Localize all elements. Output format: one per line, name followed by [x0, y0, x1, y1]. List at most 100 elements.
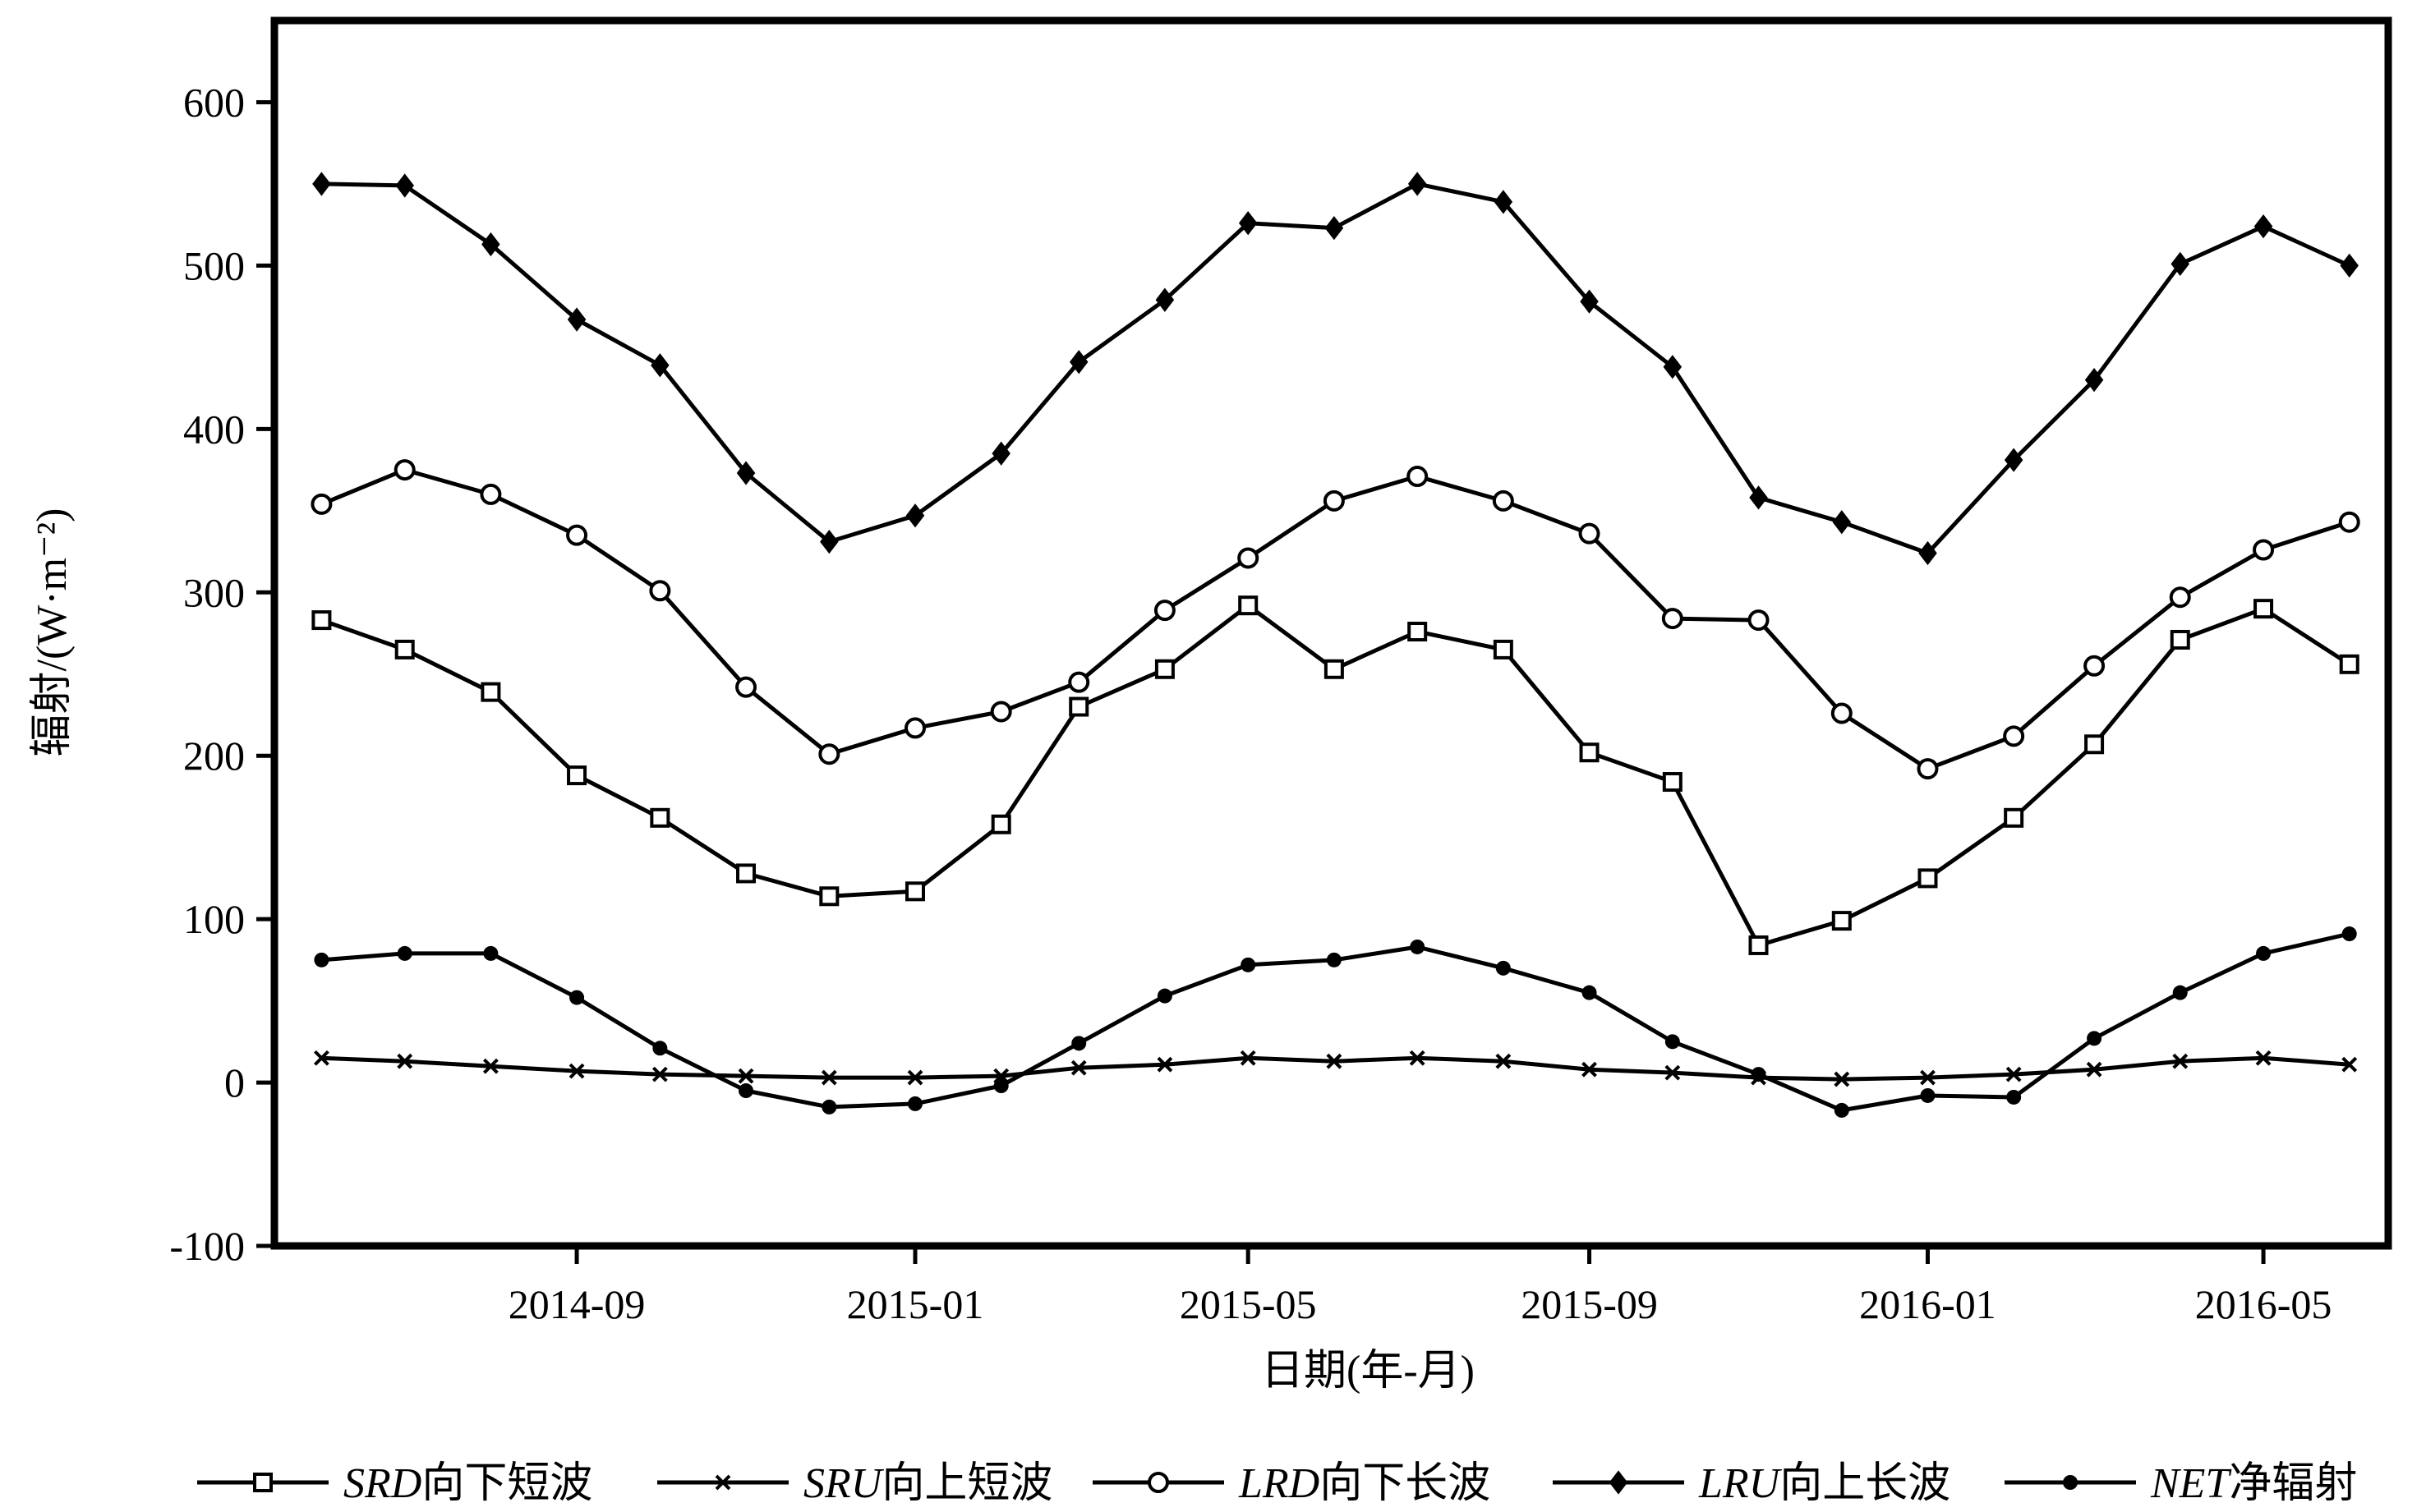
data-point-sru-10 — [1157, 1056, 1173, 1073]
data-point-srd-16 — [1662, 772, 1683, 793]
data-point-srd-17 — [1748, 935, 1769, 955]
y-tick-label-7: 600 — [183, 79, 245, 125]
data-point-net-24 — [2341, 926, 2357, 942]
data-point-lrd-16 — [1661, 608, 1683, 630]
series-net — [314, 926, 2357, 1118]
data-point-lru-20 — [2004, 448, 2023, 472]
data-point-sru-11 — [1240, 1050, 1256, 1066]
legend-label-sru: SRU向上短波 — [803, 1460, 1052, 1507]
data-point-lru-22 — [2171, 251, 2190, 277]
y-tick-label-5: 400 — [183, 406, 245, 452]
series-line-lrd — [320, 467, 2350, 771]
legend-item-lrd: LRD向下长波 — [1093, 1460, 1490, 1507]
data-point-sru-0 — [313, 1050, 329, 1066]
data-point-lru-3 — [567, 307, 587, 332]
legend-code-srd: SRD — [343, 1460, 421, 1507]
data-point-lru-14 — [1494, 190, 1513, 214]
y-axis: -100 0 100 200 300 400 500 600 — [169, 79, 274, 1269]
legend-label-lrd: LRD向下长波 — [1238, 1460, 1490, 1507]
data-point-lru-8 — [992, 441, 1010, 466]
legend-label-srd: SRD向下短波 — [343, 1460, 592, 1507]
data-point-lrd-23 — [2253, 539, 2275, 561]
data-point-net-14 — [1495, 960, 1511, 976]
data-point-lru-11 — [1238, 211, 1258, 236]
data-point-lrd-10 — [1153, 600, 1176, 622]
data-point-lrd-2 — [480, 483, 502, 505]
data-point-srd-23 — [2253, 599, 2274, 619]
legend-item-net: NET净辐射 — [2005, 1460, 2357, 1507]
data-point-lrd-17 — [1747, 609, 1770, 632]
data-point-net-13 — [1410, 939, 1425, 954]
data-point-lru-24 — [2340, 253, 2359, 278]
data-point-sru-2 — [482, 1058, 499, 1074]
x-axis: 2014-09 2015-01 2015-05 2015-09 2016-01 2016-… — [509, 1246, 2332, 1327]
x-tick-label-4: 2016-01 — [1859, 1281, 1996, 1327]
y-tick-label-6: 500 — [183, 242, 245, 288]
legend: SRD向下短波 SRU向上短波 LRD向下长波 LRU向上长波 NET净辐射 — [197, 1460, 2357, 1507]
data-point-net-7 — [908, 1096, 923, 1111]
data-point-sru-1 — [397, 1053, 413, 1069]
x-tick-label-5: 2016-05 — [2195, 1281, 2332, 1327]
y-tick-label-1: 0 — [224, 1059, 245, 1105]
data-point-net-0 — [314, 952, 329, 967]
data-point-srd-8 — [991, 814, 1011, 834]
series-layer — [311, 172, 2360, 1118]
legend-item-srd: SRD向下短波 — [197, 1460, 592, 1507]
x-axis-title: 日期(年-月) — [1261, 1348, 1475, 1395]
data-point-net-10 — [1157, 988, 1172, 1004]
legend-name-lru: 向上长波 — [1779, 1460, 1950, 1507]
data-point-lru-4 — [651, 353, 670, 378]
data-point-lrd-5 — [735, 676, 757, 698]
data-point-sru-20 — [2005, 1066, 2022, 1082]
data-point-net-9 — [1071, 1036, 1087, 1051]
legend-marker-sru — [715, 1474, 731, 1491]
data-point-net-16 — [1664, 1034, 1680, 1050]
data-point-sru-6 — [821, 1069, 837, 1086]
data-point-lru-12 — [1324, 216, 1344, 241]
data-point-sru-5 — [738, 1068, 754, 1084]
data-point-lrd-11 — [1237, 547, 1259, 569]
data-point-sru-3 — [569, 1063, 585, 1079]
data-point-lrd-6 — [818, 743, 840, 765]
data-point-net-21 — [2087, 1031, 2102, 1046]
data-point-lrd-4 — [649, 580, 671, 602]
y-tick-label-3: 200 — [183, 733, 245, 779]
data-point-srd-1 — [394, 639, 415, 659]
data-point-lrd-13 — [1406, 466, 1429, 488]
data-point-lrd-14 — [1492, 489, 1514, 512]
data-point-net-17 — [1751, 1067, 1766, 1082]
data-point-srd-19 — [1917, 868, 1938, 889]
data-point-lrd-19 — [1917, 758, 1939, 780]
data-point-lrd-8 — [990, 701, 1012, 723]
data-point-sru-14 — [1495, 1053, 1512, 1069]
series-srd — [311, 595, 2359, 955]
data-point-lru-18 — [1832, 510, 1852, 535]
data-point-sru-15 — [1581, 1061, 1597, 1078]
data-point-srd-18 — [1831, 911, 1852, 931]
data-point-sru-24 — [2341, 1056, 2358, 1073]
data-point-lrd-24 — [2338, 511, 2360, 533]
data-point-lru-7 — [905, 503, 925, 528]
data-point-sru-22 — [2172, 1053, 2189, 1069]
series-lrd — [311, 459, 2360, 780]
data-point-srd-24 — [2339, 654, 2359, 674]
x-tick-label-2: 2015-05 — [1180, 1281, 1317, 1327]
data-point-net-22 — [2172, 985, 2188, 1000]
data-point-sru-21 — [2086, 1061, 2102, 1078]
data-point-lru-1 — [395, 173, 414, 198]
data-point-sru-18 — [1834, 1071, 1850, 1087]
data-point-lru-10 — [1155, 287, 1175, 312]
series-sru — [313, 1050, 2358, 1087]
y-tick-label-0: -100 — [169, 1223, 245, 1269]
data-point-srd-5 — [736, 863, 757, 884]
data-point-lru-2 — [481, 232, 500, 257]
legend-name-srd: 向下短波 — [421, 1460, 592, 1507]
data-point-lrd-9 — [1068, 671, 1090, 693]
data-point-lru-5 — [736, 461, 756, 485]
data-point-sru-7 — [907, 1069, 923, 1086]
data-point-lru-6 — [820, 529, 839, 554]
data-point-sru-13 — [1409, 1050, 1425, 1066]
y-tick-label-2: 100 — [183, 896, 245, 942]
x-tick-label-1: 2015-01 — [847, 1281, 984, 1327]
